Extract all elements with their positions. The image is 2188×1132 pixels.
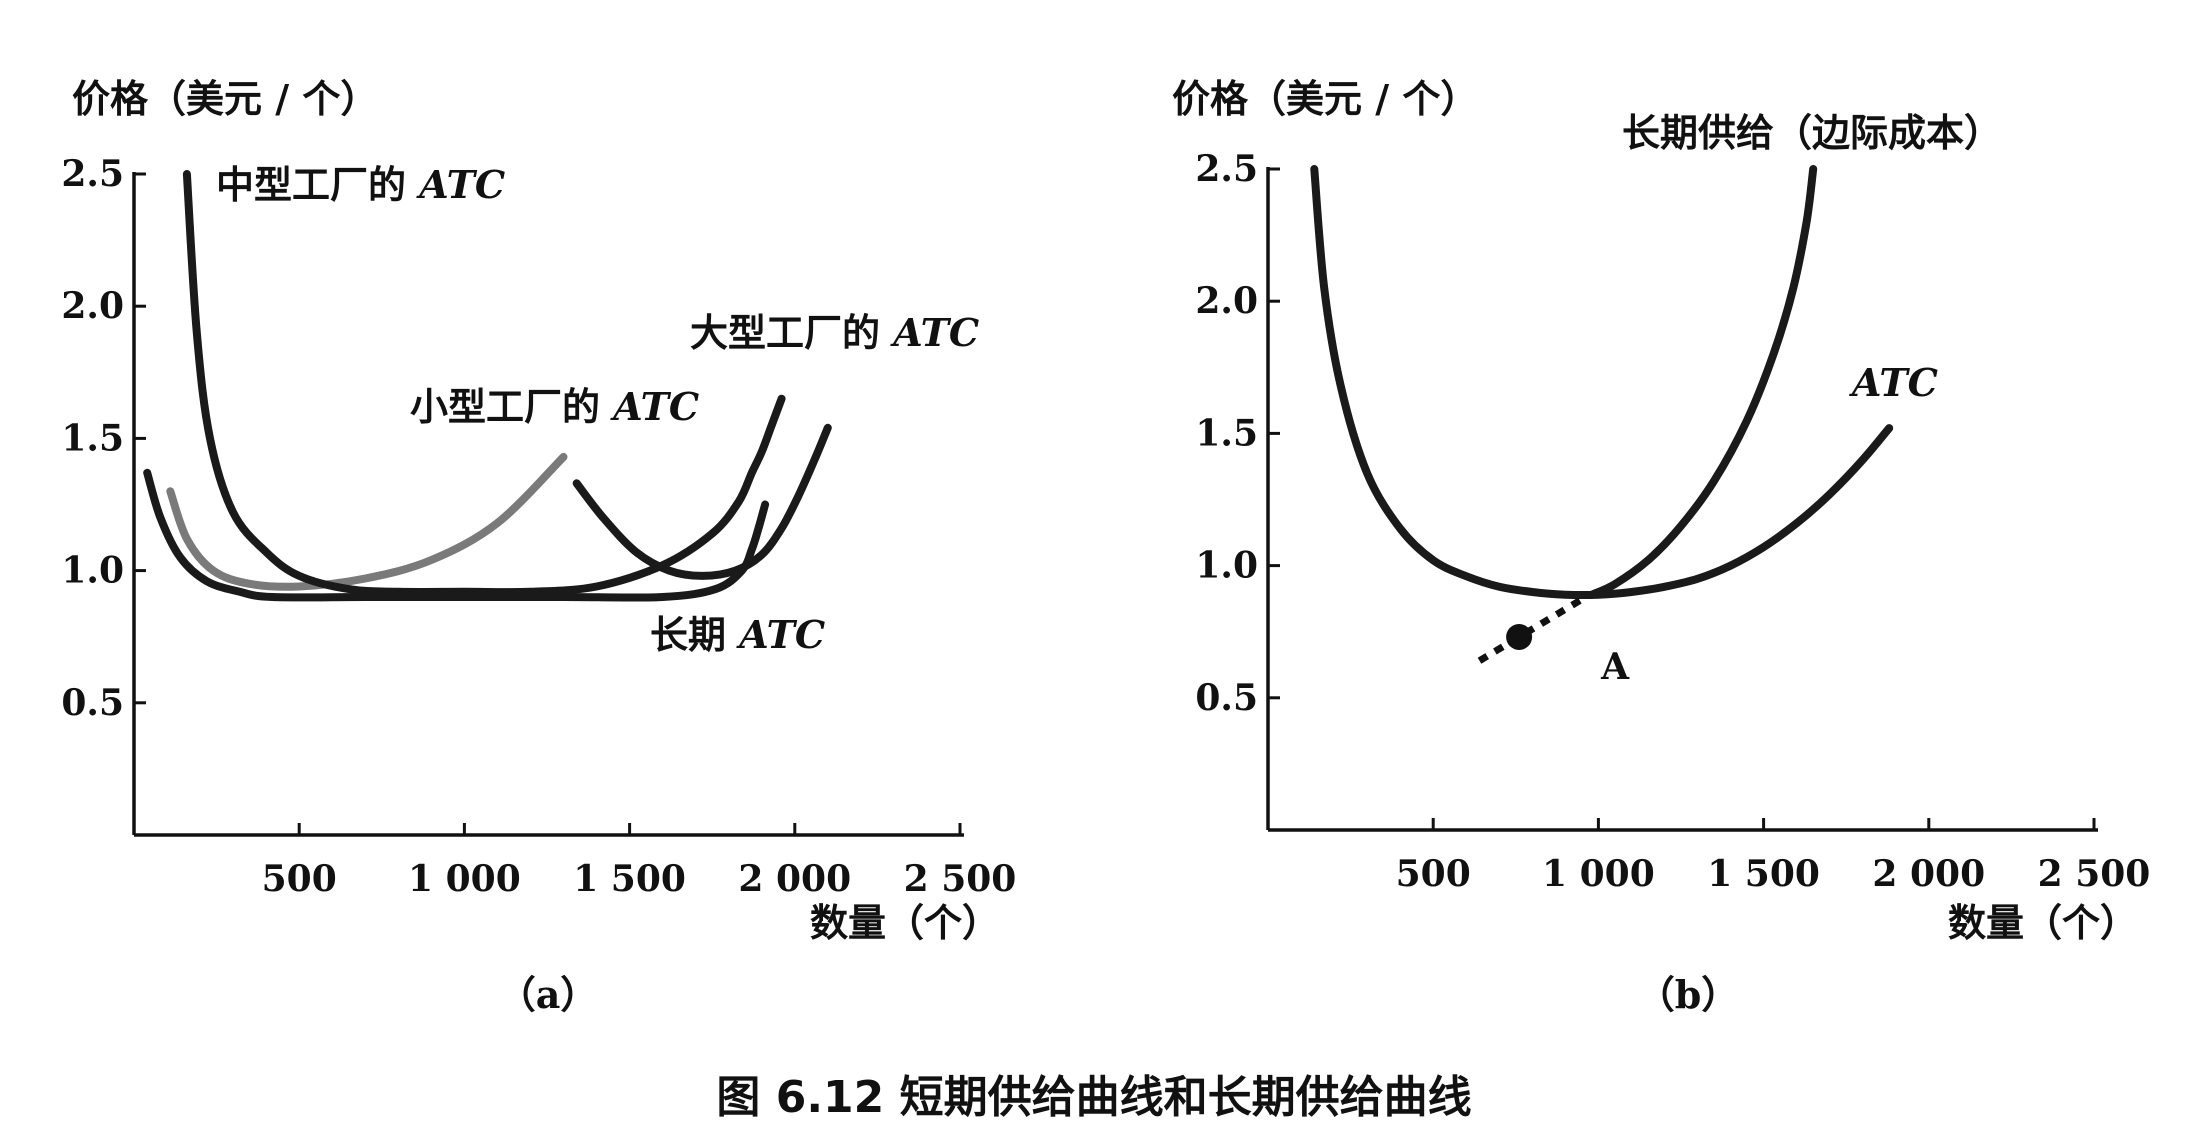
series-line (143, 468, 770, 602)
series-label: 小型工厂的 ATC (410, 384, 699, 429)
series-line (572, 423, 832, 580)
x-tick-label: 1 500 (573, 858, 686, 900)
x-tick-label: 500 (262, 858, 337, 900)
panel-label: （b） (1637, 972, 1740, 1017)
x-tick-label: 500 (1396, 853, 1471, 895)
x-tick-label: 2 000 (738, 858, 851, 900)
series-label-italic: ATC (1849, 360, 1938, 405)
y-tick-label: 1.0 (1195, 545, 1258, 587)
y-tick-label: 2.0 (1195, 280, 1258, 322)
series-label-italic: ATC (416, 162, 505, 207)
y-tick-label: 0.5 (1195, 677, 1258, 719)
series-label-text: 大型工厂的 (690, 311, 893, 355)
series-line (182, 170, 786, 597)
panel-b: 500 1 000 1 500 2 000 2 500 0.5 1.0 1.5 2.0 2.5 价格… (1172, 77, 2150, 1017)
series-label-text: 长期供给（边际成本） (1622, 111, 2002, 155)
series-label-text: 中型工厂的 (216, 163, 419, 207)
x-tick-label: 1 500 (1707, 853, 1820, 895)
y-axis-title: 价格（美元 / 个） (1172, 77, 1478, 121)
x-axis-title: 数量（个） (810, 901, 1000, 945)
x-tick-label: 2 000 (1872, 853, 1985, 895)
series-label-italic: ATC (736, 612, 825, 657)
y-tick-label: 0.5 (61, 682, 124, 724)
x-tick-label: 1 000 (408, 858, 521, 900)
y-axis-title: 价格（美元 / 个） (72, 77, 378, 121)
series-label: ATC (1849, 360, 1938, 405)
series-label: 大型工厂的 ATC (690, 310, 979, 355)
series-label-text: 长期 (650, 613, 739, 657)
y-tick-label: 1.5 (1195, 412, 1258, 454)
series-line (1310, 165, 1894, 599)
point-marker (1506, 623, 1533, 650)
series-line (166, 452, 568, 591)
x-tick-label: 2 500 (2038, 853, 2151, 895)
series-label: 长期供给（边际成本） (1622, 111, 2002, 155)
y-tick-label: 1.0 (61, 550, 124, 592)
y-tick-label: 1.5 (61, 417, 124, 459)
y-tick-label: 2.5 (1195, 148, 1258, 190)
x-tick-label: 1 000 (1542, 853, 1655, 895)
dashed-extension (1477, 594, 1588, 664)
panel-label: （a） (498, 972, 599, 1017)
point-label: A (1600, 646, 1630, 688)
series-label-italic: ATC (610, 384, 699, 429)
series-label-text: 小型工厂的 (410, 385, 613, 429)
x-tick-label: 2 500 (904, 858, 1017, 900)
series-line (1587, 165, 1818, 599)
series-label: 中型工厂的 ATC (216, 162, 505, 207)
figure-caption: 图 6.12 短期供给曲线和长期供给曲线 (716, 1072, 1471, 1123)
series-label-italic: ATC (890, 310, 979, 355)
y-tick-label: 2.5 (61, 153, 124, 195)
x-axis-title: 数量（个） (1948, 901, 2138, 945)
panel-a: 500 1 000 1 500 2 000 2 500 0.5 1.0 1.5 2.0 2.5 价格… (61, 77, 1016, 1017)
y-tick-label: 2.0 (61, 285, 124, 327)
series-label: 长期 ATC (650, 612, 825, 657)
